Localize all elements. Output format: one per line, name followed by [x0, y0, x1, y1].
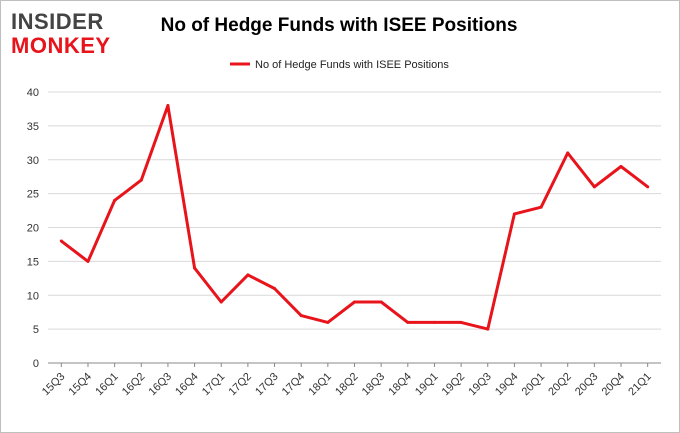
legend-label: No of Hedge Funds with ISEE Positions [255, 59, 449, 71]
x-tick-label: 20Q1 [520, 371, 548, 399]
y-tick-label: 0 [33, 358, 39, 370]
data-point [486, 327, 490, 331]
legend: No of Hedge Funds with ISEE Positions [230, 59, 449, 71]
x-tick-label: 15Q4 [67, 371, 95, 399]
x-tick-label: 20Q4 [600, 371, 628, 399]
y-tick-label: 15 [27, 256, 39, 268]
x-tick-label: 19Q4 [493, 371, 521, 399]
y-tick-label: 5 [33, 324, 39, 336]
x-tick-label: 21Q1 [626, 371, 654, 399]
x-tick-label: 19Q2 [440, 371, 468, 399]
x-tick-label: 17Q3 [253, 371, 281, 399]
data-point [406, 320, 410, 324]
data-point [512, 212, 516, 216]
x-tick-label: 18Q3 [360, 371, 388, 399]
axis-layer: 0 5 10 15 20 25 30 35 40 15Q3 15Q4 16Q1 16Q2 16Q3 16Q4… [27, 87, 661, 398]
x-tick-label: 20Q3 [573, 371, 601, 399]
grid-layer [48, 91, 661, 364]
data-point [59, 239, 63, 243]
data-point [432, 320, 436, 324]
data-point [86, 259, 90, 263]
x-tick-label: 16Q4 [173, 371, 201, 399]
data-point [113, 198, 117, 202]
data-point [566, 151, 570, 155]
y-tick-label: 10 [27, 290, 39, 302]
x-tick-label: 17Q1 [200, 371, 228, 399]
y-tick-label: 20 [27, 223, 39, 235]
x-tick-label: 18Q2 [333, 371, 361, 399]
x-tick-label: 16Q2 [120, 371, 148, 399]
x-tick-label: 18Q4 [386, 371, 414, 399]
data-point [459, 320, 463, 324]
x-tick-label: 19Q3 [466, 371, 494, 399]
data-point [592, 185, 596, 189]
data-point [219, 300, 223, 304]
logo-text-monkey: MONKEY [11, 33, 111, 58]
data-point [273, 286, 277, 290]
data-point [619, 165, 623, 169]
x-tick-label: 16Q1 [93, 371, 121, 399]
x-tick-label: 17Q2 [226, 371, 254, 399]
data-point [379, 300, 383, 304]
logo-text-insider: INSIDER [11, 9, 104, 34]
x-tick-label: 19Q1 [413, 371, 441, 399]
x-tick-label: 17Q4 [280, 371, 308, 399]
y-tick-label: 25 [27, 189, 39, 201]
series-layer [59, 104, 650, 331]
x-tick-label: 20Q2 [546, 371, 574, 399]
x-tick-label: 15Q3 [40, 371, 68, 399]
x-tick-label: 16Q3 [147, 371, 175, 399]
y-tick-label: 35 [27, 121, 39, 133]
data-point [246, 273, 250, 277]
y-tick-label: 40 [27, 87, 39, 99]
y-tick-label: 30 [27, 155, 39, 167]
data-point [353, 300, 356, 304]
insider-monkey-logo: INSIDER MONKEY [11, 9, 111, 58]
chart-title: No of Hedge Funds with ISEE Positions [160, 15, 518, 36]
data-point [539, 205, 543, 209]
data-point [193, 266, 197, 270]
data-point [166, 104, 170, 108]
data-point [139, 178, 143, 182]
x-tick-label: 18Q1 [306, 371, 334, 399]
data-point [646, 185, 650, 189]
data-point [299, 314, 303, 318]
data-point [326, 320, 330, 324]
